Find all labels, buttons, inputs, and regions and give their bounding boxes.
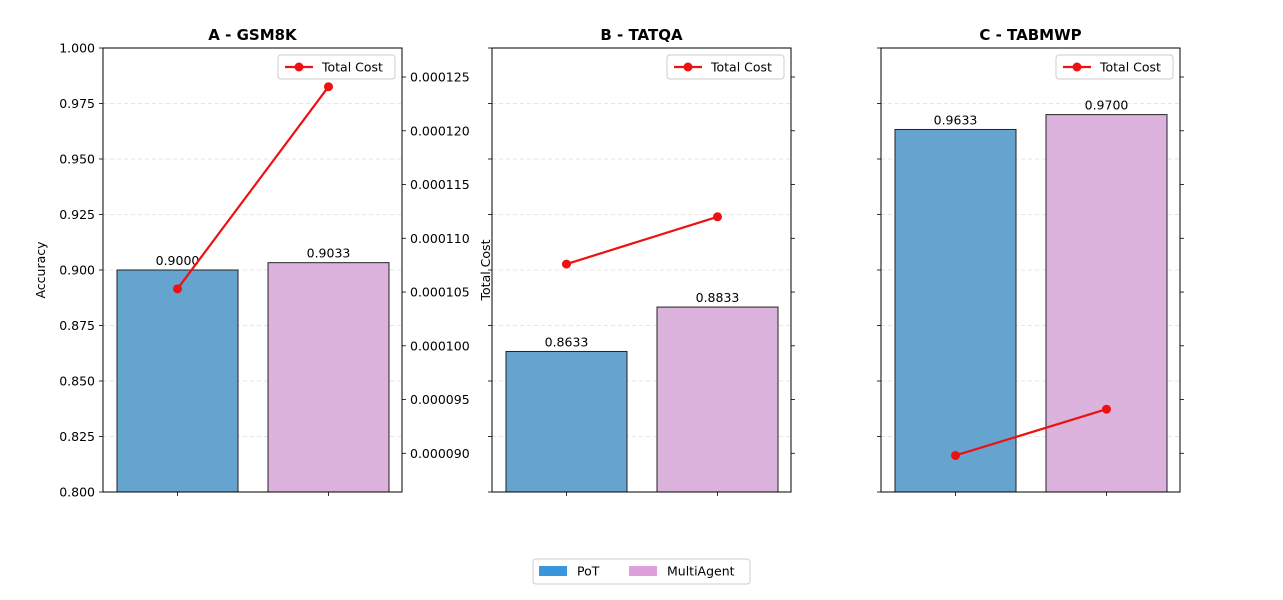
- bar-value-label: 0.9700: [1085, 98, 1129, 113]
- cost-line: [566, 215, 718, 266]
- cost-legend: Total Cost: [666, 54, 785, 80]
- cost-point: [713, 212, 722, 222]
- legend-label: Total Cost: [710, 60, 772, 75]
- figure-legend: PoT MultiAgent: [532, 558, 751, 585]
- bar-multiagent: [656, 306, 779, 493]
- legend-box: [1055, 54, 1174, 80]
- legend-marker-swatch: [683, 62, 693, 72]
- left-tick-label: 0.950: [59, 152, 95, 167]
- right-tick-label: 0.000115: [410, 177, 470, 192]
- y-axis-label: Total Cost: [478, 239, 493, 301]
- axes-frame: [491, 47, 792, 493]
- bar-value-label: 0.9000: [156, 253, 200, 268]
- bar-pot: [505, 350, 628, 493]
- bar-value-label: 0.9033: [307, 246, 351, 261]
- cost-point: [562, 259, 571, 269]
- chart-panel-1: 0.800 0.825 0.850 0.875 0.900 0.925 0.950 0.975…: [33, 26, 470, 500]
- panel-title: A - GSM8K: [208, 26, 298, 44]
- cost-legend: Total Cost: [1055, 54, 1174, 80]
- bar-pot: [116, 269, 239, 493]
- panel-title: B - TATQA: [600, 26, 683, 44]
- axes-frame: [102, 47, 403, 493]
- right-tick-label: 0.000100: [410, 338, 470, 353]
- left-tick-label: 1.000: [59, 41, 95, 56]
- right-tick-label: 0.000090: [410, 446, 470, 461]
- left-tick-label: 0.825: [59, 429, 95, 444]
- cost-line: [955, 408, 1107, 457]
- legend-label-pot: PoT: [577, 564, 600, 579]
- right-tick-label: 0.000120: [410, 123, 470, 138]
- chart-panels: 0.800 0.825 0.850 0.875 0.900 0.925 0.950 0.975…: [33, 26, 1184, 500]
- legend-swatch-multiagent: [629, 566, 657, 576]
- left-tick-label: 0.900: [59, 263, 95, 278]
- cost-line: [176, 86, 330, 290]
- bar-multiagent: [267, 262, 390, 493]
- legend-label: Total Cost: [1099, 60, 1161, 75]
- bar-value-label: 0.8633: [545, 334, 589, 349]
- bar-value-label: 0.9633: [934, 112, 978, 127]
- cost-point: [173, 284, 182, 294]
- left-tick-label: 0.800: [59, 485, 95, 500]
- cost-legend: Total Cost: [277, 54, 396, 80]
- legend-marker-swatch: [1072, 62, 1082, 72]
- y-axis-label: Accuracy: [33, 241, 48, 299]
- legend-label-multiagent: MultiAgent: [667, 564, 735, 579]
- right-tick-label: 0.000095: [410, 392, 470, 407]
- legend-marker-swatch: [294, 62, 304, 72]
- left-tick-label: 0.925: [59, 207, 95, 222]
- left-tick-label: 0.850: [59, 374, 95, 389]
- cost-point: [951, 450, 960, 460]
- left-tick-label: 0.875: [59, 318, 95, 333]
- bar-value-label: 0.8833: [696, 290, 740, 305]
- chart-panel-2: 0.8633 0.8833 B - TATQA Total Cost Total Cos…: [478, 26, 795, 496]
- right-tick-label: 0.000125: [410, 70, 470, 85]
- panel-title: C - TABMWP: [979, 26, 1081, 44]
- axes-frame: [880, 47, 1181, 493]
- bar-pot: [894, 128, 1017, 493]
- legend-box: [666, 54, 785, 80]
- cost-point: [1102, 404, 1111, 414]
- bar-multiagent: [1045, 114, 1168, 493]
- chart-panel-3: 0.9633 0.9700 C - TABMWP Total Cost: [877, 26, 1184, 496]
- legend-box: [277, 54, 396, 80]
- legend-swatch-pot: [539, 566, 567, 576]
- right-tick-label: 0.000105: [410, 285, 470, 300]
- left-tick-label: 0.975: [59, 96, 95, 111]
- cost-point: [324, 82, 333, 92]
- right-tick-label: 0.000110: [410, 231, 470, 246]
- legend-label: Total Cost: [321, 60, 383, 75]
